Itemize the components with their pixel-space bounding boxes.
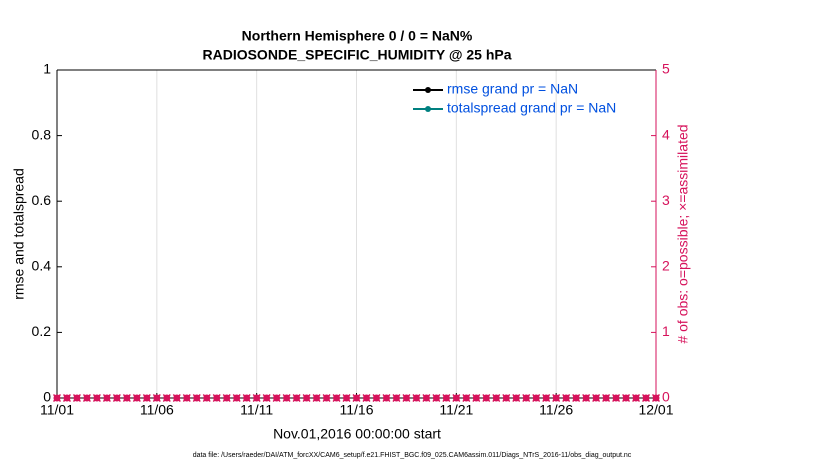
y2-tick-label: 4 bbox=[662, 126, 670, 142]
y-axis-label: rmse and totalspread bbox=[11, 168, 27, 300]
obs-assimilated-marker bbox=[612, 393, 621, 403]
obs-assimilated-marker bbox=[492, 393, 501, 403]
y2-tick-label: 1 bbox=[662, 323, 670, 339]
obs-assimilated-marker bbox=[132, 393, 141, 403]
obs-assimilated-marker bbox=[412, 393, 421, 403]
obs-assimilated-marker bbox=[162, 393, 171, 403]
obs-assimilated-marker bbox=[272, 393, 281, 403]
obs-assimilated-marker bbox=[302, 393, 311, 403]
y-tick-label: 0.4 bbox=[32, 258, 52, 274]
obs-assimilated-marker bbox=[651, 393, 661, 403]
x-tick-label: 11/06 bbox=[140, 402, 174, 418]
obs-assimilated-marker bbox=[222, 393, 231, 403]
obs-assimilated-marker bbox=[602, 393, 611, 403]
x-tick-label: 11/11 bbox=[240, 402, 273, 418]
y-tick-label: 1 bbox=[43, 61, 51, 77]
obs-assimilated-marker bbox=[52, 393, 62, 403]
y-tick-label: 0 bbox=[43, 389, 51, 405]
obs-assimilated-marker bbox=[382, 393, 391, 403]
obs-assimilated-marker bbox=[392, 393, 401, 403]
chart-title: Northern Hemisphere 0 / 0 = NaN% bbox=[242, 28, 473, 44]
obs-assimilated-marker bbox=[92, 393, 101, 403]
obs-assimilated-marker bbox=[482, 393, 491, 403]
x-axis-label: Nov.01,2016 00:00:00 start bbox=[273, 426, 441, 442]
obs-assimilated-marker bbox=[632, 393, 641, 403]
obs-assimilated-marker bbox=[582, 393, 591, 403]
obs-assimilated-marker bbox=[542, 393, 551, 403]
obs-assimilated-marker bbox=[462, 393, 471, 403]
obs-assimilated-marker bbox=[592, 393, 601, 403]
obs-assimilated-marker bbox=[262, 393, 271, 403]
obs-assimilated-marker bbox=[532, 393, 541, 403]
legend-marker bbox=[425, 106, 431, 112]
obs-assimilated-marker bbox=[422, 393, 431, 403]
obs-assimilated-marker bbox=[282, 393, 291, 403]
obs-assimilated-marker bbox=[192, 393, 201, 403]
obs-assimilated-marker bbox=[82, 393, 91, 403]
obs-assimilated-marker bbox=[402, 393, 411, 403]
obs-assimilated-marker bbox=[242, 393, 251, 403]
y-tick-label: 0.6 bbox=[32, 192, 52, 208]
y2-tick-label: 0 bbox=[662, 389, 670, 405]
obs-assimilated-marker bbox=[512, 393, 521, 403]
obs-assimilated-marker bbox=[182, 393, 191, 403]
legend-marker bbox=[425, 87, 431, 93]
footnote: data file: /Users/raeder/DAI/ATM_forcXX/… bbox=[193, 452, 632, 459]
x-tick-label: 11/01 bbox=[40, 402, 74, 418]
obs-assimilated-marker bbox=[312, 393, 321, 403]
obs-assimilated-marker bbox=[472, 393, 481, 403]
y-tick-label: 0.8 bbox=[32, 126, 52, 142]
obs-assimilated-marker bbox=[572, 393, 581, 403]
obs-assimilated-marker bbox=[372, 393, 381, 403]
x-tick-label: 11/16 bbox=[340, 402, 374, 418]
obs-assimilated-marker bbox=[502, 393, 511, 403]
obs-assimilated-marker bbox=[152, 393, 161, 403]
obs-assimilated-marker bbox=[522, 393, 531, 403]
y-tick-label: 0.2 bbox=[32, 323, 52, 339]
obs-assimilated-marker bbox=[362, 393, 371, 403]
obs-assimilated-marker bbox=[252, 393, 261, 403]
chart-subtitle: RADIOSONDE_SPECIFIC_HUMIDITY @ 25 hPa bbox=[202, 47, 511, 63]
x-tick-label: 11/21 bbox=[439, 402, 473, 418]
obs-assimilated-marker bbox=[172, 393, 181, 403]
obs-assimilated-marker bbox=[452, 393, 461, 403]
obs-assimilated-marker bbox=[641, 393, 651, 403]
y2-tick-label: 5 bbox=[662, 61, 670, 77]
y2-tick-label: 2 bbox=[662, 258, 670, 274]
obs-assimilated-marker bbox=[332, 393, 341, 403]
obs-assimilated-marker bbox=[142, 393, 151, 403]
legend-label: rmse grand pr = NaN bbox=[447, 81, 578, 97]
obs-assimilated-marker bbox=[322, 393, 331, 403]
obs-assimilated-marker bbox=[622, 393, 631, 403]
obs-assimilated-marker bbox=[232, 393, 241, 403]
obs-assimilated-marker bbox=[202, 393, 211, 403]
obs-assimilated-marker bbox=[352, 393, 361, 403]
obs-assimilated-marker bbox=[552, 393, 561, 403]
obs-assimilated-marker bbox=[72, 393, 81, 403]
obs-assimilated-marker bbox=[292, 393, 301, 403]
obs-assimilated-marker bbox=[62, 393, 72, 403]
obs-assimilated-marker bbox=[562, 393, 571, 403]
obs-assimilated-marker bbox=[112, 393, 121, 403]
y2-tick-label: 3 bbox=[662, 192, 670, 208]
obs-assimilated-marker bbox=[432, 393, 441, 403]
legend-label: totalspread grand pr = NaN bbox=[447, 100, 616, 116]
obs-assimilated-marker bbox=[442, 393, 451, 403]
obs-assimilated-marker bbox=[212, 393, 221, 403]
y2-axis-label: # of obs: o=possible; ×=assimilated bbox=[675, 124, 691, 343]
x-tick-label: 11/26 bbox=[539, 402, 573, 418]
obs-assimilated-marker bbox=[342, 393, 351, 403]
x-tick-label: 12/01 bbox=[638, 402, 673, 418]
obs-assimilated-marker bbox=[102, 393, 111, 403]
obs-assimilated-marker bbox=[122, 393, 131, 403]
